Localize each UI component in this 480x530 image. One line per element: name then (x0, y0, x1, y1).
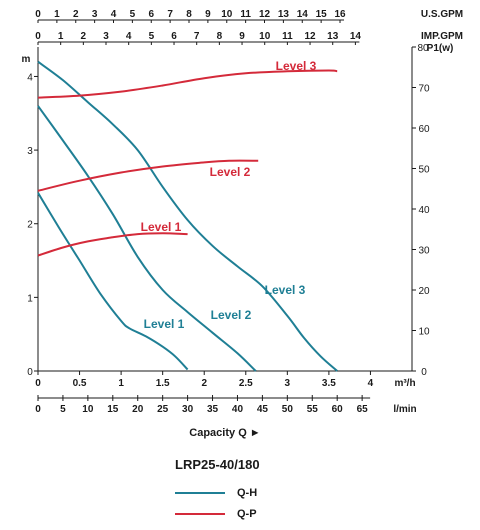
m3h-tick-label: 2 (201, 378, 207, 389)
impgpm-tick-label: 11 (282, 31, 293, 42)
label-qh-level-2: Level 2 (211, 308, 252, 322)
usgpm-tick-label: 8 (186, 9, 192, 20)
series-qh-level-1 (37, 192, 189, 371)
model-title: LRP25-40/180 (175, 457, 260, 472)
impgpm-tick-label: 6 (171, 31, 177, 42)
usgpm-tick-label: 4 (111, 9, 117, 20)
usgpm-tick-label: 9 (205, 9, 211, 20)
m3h-tick-label: 0 (35, 378, 41, 389)
series-qp-level-3 (37, 69, 338, 99)
lmin-tick-label: 30 (182, 404, 194, 415)
lmin-tick-label: 45 (257, 404, 269, 415)
label-qp-level-1: Level 1 (141, 220, 182, 234)
impgpm-tick-label: 13 (327, 31, 339, 42)
m3h-tick-label: 1 (118, 378, 124, 389)
power-tick-label: 10 (418, 327, 430, 338)
lmin-tick-label: 50 (282, 404, 294, 415)
m3h-unit-label: m³/h (394, 378, 415, 389)
legend-label-qh: Q-H (237, 487, 258, 499)
power-tick-label: 80 (417, 43, 429, 54)
impgpm-tick-label: 7 (194, 31, 200, 42)
usgpm-tick-label: 14 (297, 9, 309, 20)
legend-item-qh: Q-H (175, 486, 257, 500)
usgpm-tick-label: 0 (35, 9, 41, 20)
usgpm-tick-label: 6 (148, 9, 154, 20)
series-qp-level-2 (37, 159, 259, 192)
m3h-tick-label: 3 (285, 378, 291, 389)
label-qh-level-3: Level 3 (265, 283, 306, 297)
impgpm-tick-label: 1 (58, 31, 64, 42)
usgpm-tick-label: 12 (259, 9, 271, 20)
lmin-tick-label: 0 (35, 404, 41, 415)
impgpm-tick-label: 5 (149, 31, 155, 42)
head-tick-label: 2 (27, 220, 33, 231)
usgpm-tick-label: 2 (73, 9, 79, 20)
lmin-tick-label: 35 (207, 404, 219, 415)
head-axis-unit: m (22, 54, 31, 65)
m3h-tick-label: 3.5 (322, 378, 336, 389)
power-axis-unit: P1(w) (427, 43, 454, 54)
m3h-tick-label: 4 (368, 378, 374, 389)
lmin-tick-label: 65 (357, 404, 369, 415)
series-qp-level-1 (37, 232, 188, 257)
lmin-tick-label: 10 (82, 404, 94, 415)
m3h-tick-label: 2.5 (239, 378, 253, 389)
lmin-unit-label: l/min (393, 404, 416, 415)
usgpm-tick-label: 10 (221, 9, 233, 20)
power-tick-label: 0 (421, 367, 427, 378)
head-tick-label: 1 (27, 293, 33, 304)
head-tick-label: 3 (27, 146, 33, 157)
impgpm-tick-label: 8 (217, 31, 223, 42)
label-qh-level-1: Level 1 (144, 317, 185, 331)
impgpm-tick-label: 12 (304, 31, 316, 42)
label-qp-level-2: Level 2 (210, 165, 251, 179)
power-tick-label: 50 (418, 165, 430, 176)
m3h-tick-label: 1.5 (156, 378, 170, 389)
lmin-tick-label: 5 (60, 404, 66, 415)
lmin-tick-label: 60 (332, 404, 344, 415)
flow-axis-title: Capacity Q ► (189, 427, 260, 439)
usgpm-tick-label: 3 (92, 9, 98, 20)
usgpm-tick-label: 11 (240, 9, 251, 20)
impgpm-tick-label: 2 (81, 31, 87, 42)
lmin-tick-label: 40 (232, 404, 244, 415)
impgpm-tick-label: 9 (239, 31, 245, 42)
usgpm-unit-label: U.S.GPM (421, 9, 463, 20)
lmin-tick-label: 15 (107, 404, 119, 415)
power-tick-label: 70 (418, 84, 430, 95)
impgpm-tick-label: 3 (103, 31, 109, 42)
head-tick-label: 4 (27, 72, 33, 83)
usgpm-tick-label: 16 (334, 9, 346, 20)
lmin-tick-label: 55 (307, 404, 319, 415)
legend-item-qp: Q-P (175, 507, 257, 521)
power-tick-label: 30 (418, 246, 430, 257)
lmin-tick-label: 25 (157, 404, 169, 415)
label-qp-level-3: Level 3 (276, 59, 317, 73)
power-tick-label: 40 (418, 205, 430, 216)
usgpm-tick-label: 13 (278, 9, 290, 20)
impgpm-unit-label: IMP.GPM (421, 31, 463, 42)
series-qh-level-3 (37, 60, 338, 372)
impgpm-tick-label: 4 (126, 31, 132, 42)
series-qh-level-2 (37, 105, 257, 372)
impgpm-tick-label: 10 (259, 31, 271, 42)
head-tick-label: 0 (27, 367, 33, 378)
impgpm-tick-label: 0 (35, 31, 41, 42)
usgpm-tick-label: 7 (167, 9, 173, 20)
usgpm-tick-label: 5 (130, 9, 136, 20)
impgpm-tick-label: 14 (350, 31, 362, 42)
lmin-tick-label: 20 (132, 404, 144, 415)
legend-label-qp: Q-P (237, 508, 257, 520)
power-tick-label: 20 (418, 286, 430, 297)
legend-swatch-qh (175, 492, 225, 494)
power-tick-label: 60 (418, 124, 430, 135)
m3h-tick-label: 0.5 (73, 378, 87, 389)
legend-swatch-qp (175, 513, 225, 515)
usgpm-tick-label: 1 (54, 9, 60, 20)
usgpm-tick-label: 15 (316, 9, 328, 20)
